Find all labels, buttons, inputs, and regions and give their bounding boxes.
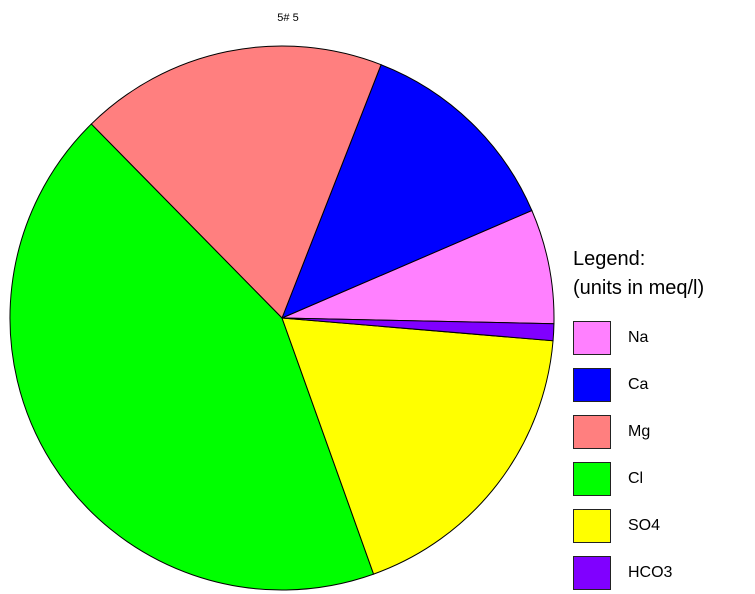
legend-subtitle: (units in meq/l) — [573, 277, 705, 299]
pie-slice-mg — [90, 45, 382, 319]
legend-label: Cl — [628, 470, 644, 487]
chart-title: 5# 5 — [277, 12, 299, 24]
legend-swatch — [573, 368, 611, 402]
legend-item-so4: SO4 — [573, 509, 755, 547]
legend-item-hco3: HCO3 — [573, 556, 755, 594]
legend-label: HCO3 — [628, 564, 673, 581]
pie-slice-hco3 — [281, 317, 555, 342]
legend: Legend: (units in meq/l) Na Ca Mg Cl SO4 HCO3 — [573, 245, 755, 590]
legend-label: Mg — [628, 423, 651, 440]
legend-label: SO4 — [628, 517, 661, 534]
legend-item-mg: Mg — [573, 415, 755, 453]
legend-swatch — [573, 462, 611, 496]
legend-swatch — [573, 556, 611, 590]
legend-item-na: Na — [573, 321, 755, 359]
legend-label: Na — [628, 329, 649, 346]
legend-swatch — [573, 509, 611, 543]
legend-swatch — [573, 321, 611, 355]
legend-title: Legend: — [573, 248, 646, 270]
legend-swatch — [573, 415, 611, 449]
pie-slice-cl — [9, 123, 375, 591]
legend-label: Ca — [628, 376, 649, 393]
legend-item-ca: Ca — [573, 368, 755, 406]
pie-slice-na — [281, 209, 555, 325]
legend-item-cl: Cl — [573, 462, 755, 500]
pie-slice-ca — [281, 64, 533, 319]
pie-slice-so4 — [281, 317, 554, 575]
